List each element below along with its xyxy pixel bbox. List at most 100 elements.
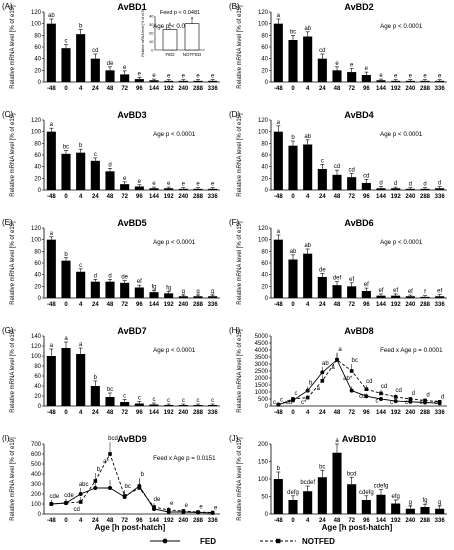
x-tick-label: 288	[193, 302, 204, 308]
significance-letter: e	[123, 65, 127, 71]
bar	[134, 403, 144, 406]
y-tick-label: 3500	[255, 355, 269, 361]
data-point-fed	[108, 486, 112, 490]
x-tick-label: 4	[306, 194, 310, 200]
x-tick-label: 144	[149, 302, 160, 308]
significance-letter: e	[438, 74, 442, 80]
y-tick-label: 100	[31, 130, 42, 136]
significance-letter-fed: e	[199, 505, 203, 511]
x-tick-label: 24	[319, 410, 326, 416]
x-tick-label: 336	[208, 410, 219, 416]
panel-label: (D)	[229, 110, 240, 119]
significance-letter: ab	[290, 249, 297, 255]
x-tick-label: 192	[391, 302, 402, 308]
bar	[76, 152, 86, 190]
series-line-fed	[278, 359, 440, 406]
x-tick-label: 240	[178, 302, 189, 308]
x-tick-label: 96	[363, 86, 370, 92]
bar	[405, 80, 415, 82]
x-tick-label: 4	[79, 86, 83, 92]
x-axis-title-right: Age [h post-hatch]	[322, 523, 393, 532]
panel-avbd3: (C) AvBD3 Relative mRNA level [% of e19] 0 2…	[2, 110, 220, 200]
y-axis-label: Relative mRNA level [% of e19]	[237, 437, 243, 521]
x-tick-label: 4	[306, 86, 310, 92]
y-tick-label: 200	[258, 442, 269, 448]
bar	[420, 507, 430, 514]
panel-avbd2: (B) AvBD2 Relative mRNA level [% of e19] 0 2…	[229, 2, 447, 92]
significance-letter: e	[350, 63, 354, 69]
data-point-notfed	[122, 494, 127, 498]
bar	[149, 404, 159, 406]
significance-letter: e	[365, 66, 369, 72]
bar	[361, 500, 371, 514]
significance-letter: c	[94, 152, 97, 158]
x-tick-label: 24	[92, 410, 99, 416]
data-point-notfed	[166, 508, 171, 512]
x-tick-label: 24	[319, 518, 326, 524]
bar	[164, 188, 174, 190]
x-tick-label: 192	[164, 518, 175, 524]
y-tick-label: 120	[31, 344, 42, 350]
x-tick-label: -48	[274, 410, 283, 416]
y-tick-label: 120	[258, 226, 269, 232]
significance-letter-notfed: c	[420, 400, 423, 406]
bar	[435, 188, 445, 190]
stat-annotation: Age p < 0.0001	[380, 131, 423, 138]
x-tick-label: 72	[121, 410, 128, 416]
y-tick-label: 60	[34, 45, 41, 51]
significance-letter: ef	[408, 289, 413, 295]
data-point-notfed	[276, 402, 281, 407]
y-tick-label: 0	[38, 80, 42, 86]
x-tick-label: 4	[79, 302, 83, 308]
x-tick-label: 192	[391, 86, 402, 92]
significance-letter: cdefg	[374, 484, 389, 490]
y-tick-label: 80	[261, 141, 268, 147]
significance-letter: ef	[437, 289, 442, 295]
y-tick-label: 80	[261, 33, 268, 39]
y-tick-label: 80	[34, 141, 41, 147]
panel-title: AvBD7	[117, 326, 146, 336]
x-tick-label: 240	[405, 518, 416, 524]
panel-label: (E)	[2, 218, 13, 227]
y-tick-label: 0	[265, 188, 269, 194]
y-tick-label: 0	[38, 512, 42, 518]
series-line-fed	[51, 485, 213, 514]
x-tick-label: 96	[363, 410, 370, 416]
bar	[420, 188, 430, 190]
x-tick-label: 48	[107, 410, 114, 416]
significance-letter-notfed: c	[273, 400, 276, 406]
bar	[361, 291, 371, 298]
significance-letter-notfed: a	[331, 365, 335, 371]
significance-letter: e	[152, 73, 156, 79]
bar	[46, 356, 56, 406]
bar	[376, 188, 386, 190]
y-tick-label: 60	[34, 153, 41, 159]
significance-letter: c	[167, 398, 170, 404]
significance-letter: def	[333, 276, 342, 282]
bar	[288, 500, 298, 514]
y-tick-label: 120	[31, 10, 42, 16]
significance-letter: d	[108, 273, 111, 279]
significance-letter: efg	[391, 494, 399, 500]
data-point-notfed	[408, 397, 413, 401]
y-tick-label: 40	[261, 165, 268, 171]
significance-letter-fed: de	[154, 497, 161, 503]
x-tick-label: 24	[92, 86, 99, 92]
significance-letter: c	[65, 39, 68, 45]
x-tick-label: 336	[208, 518, 219, 524]
bar	[134, 287, 144, 298]
significance-letter-fed: c	[295, 391, 298, 397]
significance-letter-fed: cd	[395, 388, 401, 394]
x-tick-label: 240	[405, 194, 416, 200]
significance-letter: e	[379, 73, 383, 79]
significance-letter: de	[319, 268, 326, 274]
significance-letter: b	[94, 375, 98, 381]
significance-letter: fg	[422, 498, 427, 504]
y-tick-label: 100	[258, 477, 269, 483]
significance-letter-fed: d	[441, 394, 444, 400]
x-tick-label: -48	[47, 518, 56, 524]
significance-letter-fed: b	[309, 380, 313, 386]
bar	[120, 184, 130, 190]
x-tick-label: 96	[363, 194, 370, 200]
significance-letter: d	[379, 181, 382, 187]
